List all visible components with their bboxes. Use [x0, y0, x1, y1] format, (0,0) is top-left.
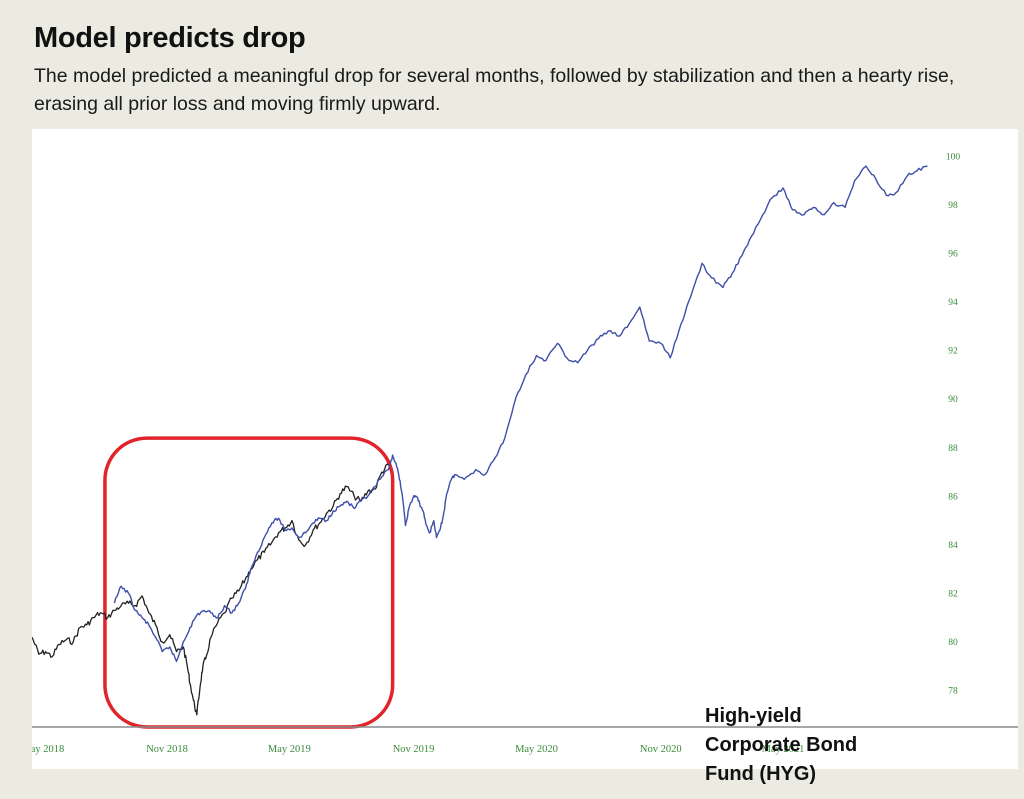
- y-tick-label: 80: [948, 638, 958, 648]
- x-tick-label: May 2020: [515, 744, 558, 755]
- fund-annotation: High-yield Corporate Bond Fund (HYG): [705, 702, 925, 789]
- series-line-actual: [32, 463, 389, 716]
- x-tick-label: Nov 2019: [393, 744, 435, 755]
- annotation-line-1: High-yield: [705, 705, 802, 727]
- y-tick-label: 92: [948, 347, 958, 357]
- y-tick-label: 88: [948, 444, 958, 454]
- annotation-line-2: Corporate Bond: [705, 734, 858, 756]
- y-tick-label: 96: [948, 250, 958, 260]
- chart-panel: May 2018 Nov 2018 May 2019 Nov 2019 May 2020…: [32, 129, 1018, 785]
- y-tick-label: 86: [948, 492, 958, 502]
- highlight-box: [103, 436, 395, 729]
- x-tick-label: May 2021: [762, 744, 805, 755]
- x-tick-label: May 2018: [32, 744, 64, 755]
- y-tick-label: 98: [948, 201, 958, 211]
- y-tick-label: 82: [948, 589, 958, 599]
- line-chart: May 2018 Nov 2018 May 2019 Nov 2019 May 2020…: [32, 152, 1018, 755]
- series-line-model: [113, 165, 928, 663]
- y-tick-label: 90: [948, 395, 958, 405]
- x-tick-label: Nov 2018: [146, 744, 188, 755]
- chart-subtitle: The model predicted a meaningful drop fo…: [34, 65, 955, 115]
- x-tick-label: Nov 2020: [640, 744, 682, 755]
- chart-title: Model predicts drop: [34, 22, 306, 54]
- x-tick-label: May 2019: [268, 744, 311, 755]
- y-tick-label: 84: [948, 541, 958, 551]
- y-tick-label: 78: [948, 687, 958, 697]
- annotation-line-3: Fund (HYG): [705, 763, 817, 785]
- y-tick-label: 94: [948, 298, 958, 308]
- y-tick-label: 100: [946, 152, 961, 162]
